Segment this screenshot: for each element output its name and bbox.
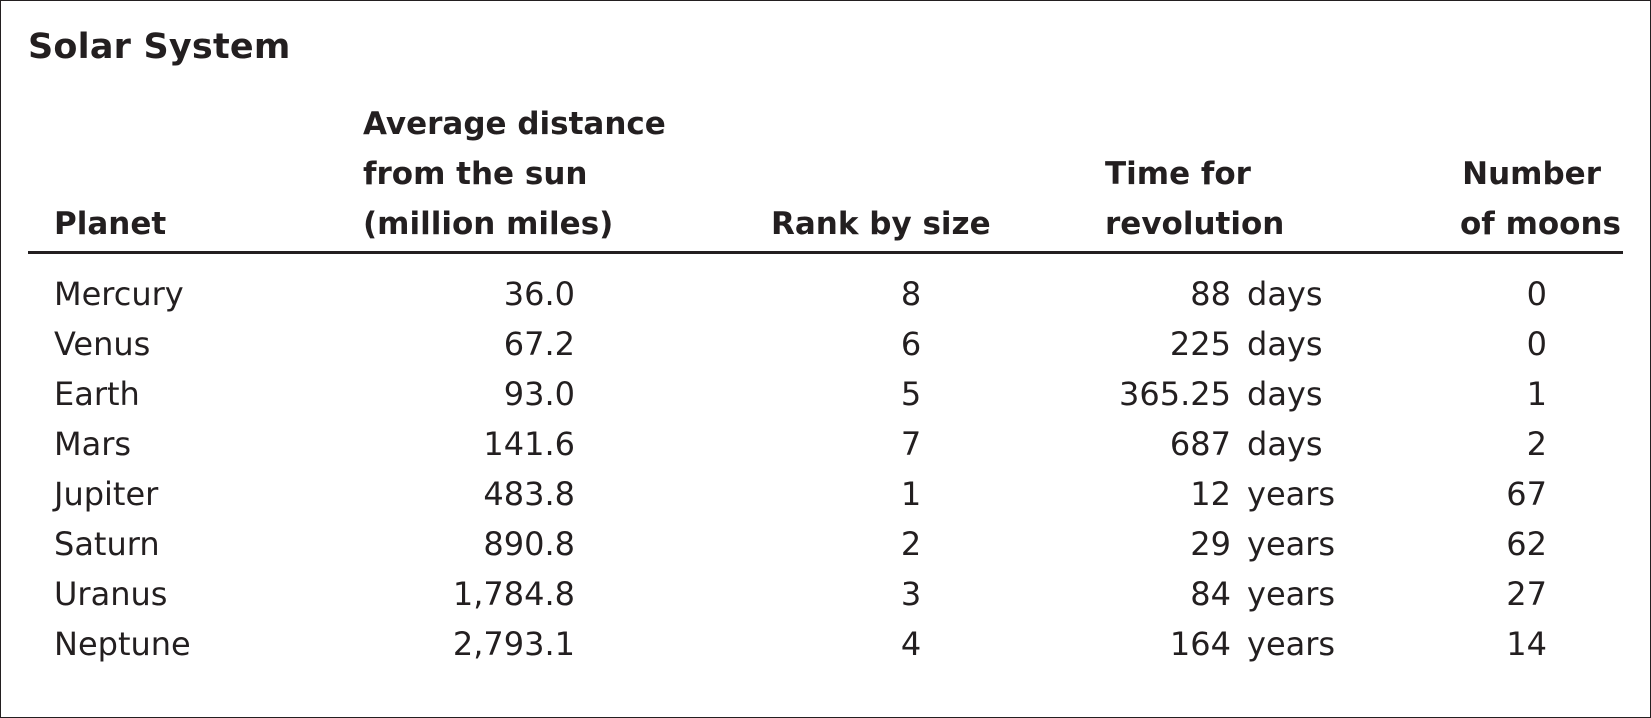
revolution-value: 88 — [1190, 275, 1231, 313]
table-row: Mercury 36.0 8 88 days 0 — [1, 269, 1651, 319]
revolution-unit: years — [1247, 625, 1336, 663]
revolution-value: 687 — [1169, 425, 1231, 463]
revolution-value: 365.25 — [1119, 375, 1231, 413]
planet-name: Venus — [54, 325, 151, 363]
header-revolution-line-1: Time for — [1105, 156, 1251, 192]
distance-value: 36.0 — [503, 275, 575, 313]
header-distance-line-3: (million miles) — [363, 206, 614, 242]
distance-value: 93.0 — [503, 375, 575, 413]
rank-value: 8 — [900, 275, 922, 313]
revolution-unit: years — [1247, 525, 1336, 563]
header-moons-line-2: of moons — [1460, 206, 1621, 242]
planet-name: Uranus — [54, 575, 168, 613]
revolution-unit: days — [1247, 425, 1323, 463]
table-row: Venus 67.2 6 225 days 0 — [1, 319, 1651, 369]
moons-value: 0 — [1526, 275, 1547, 313]
distance-value: 1,784.8 — [452, 575, 575, 613]
rank-value: 7 — [900, 425, 922, 463]
revolution-value: 84 — [1190, 575, 1231, 613]
header-rule — [28, 251, 1623, 254]
distance-value: 483.8 — [483, 475, 575, 513]
revolution-value: 225 — [1169, 325, 1231, 363]
rank-value: 5 — [900, 375, 922, 413]
header-distance-line-1: Average distance — [363, 106, 666, 142]
rank-value: 3 — [900, 575, 922, 613]
rank-value: 2 — [900, 525, 922, 563]
revolution-value: 29 — [1190, 525, 1231, 563]
moons-value: 0 — [1526, 325, 1547, 363]
header-revolution-line-2: revolution — [1105, 206, 1285, 242]
planet-name: Neptune — [54, 625, 191, 663]
moons-value: 2 — [1526, 425, 1547, 463]
rank-value: 1 — [900, 475, 922, 513]
planet-name: Jupiter — [54, 475, 159, 513]
table-row: Jupiter 483.8 1 12 years 67 — [1, 469, 1651, 519]
moons-value: 67 — [1506, 475, 1547, 513]
distance-value: 2,793.1 — [452, 625, 575, 663]
table-row: Neptune 2,793.1 4 164 years 14 — [1, 619, 1651, 669]
header-moons: Number of moons — [1381, 149, 1621, 249]
header-planet: Planet — [54, 199, 166, 249]
header-rank: Rank by size — [771, 199, 991, 249]
revolution-value: 164 — [1169, 625, 1231, 663]
revolution-unit: days — [1247, 325, 1323, 363]
header-planet-label: Planet — [54, 206, 167, 242]
header-distance-line-2: from the sun — [363, 156, 588, 192]
distance-value: 890.8 — [483, 525, 575, 563]
header-revolution: Time for revolution — [1105, 149, 1284, 249]
table-title: Solar System — [28, 27, 291, 67]
moons-value: 14 — [1506, 625, 1547, 663]
revolution-unit: years — [1247, 575, 1336, 613]
revolution-unit: years — [1247, 475, 1336, 513]
revolution-value: 12 — [1190, 475, 1231, 513]
distance-value: 67.2 — [503, 325, 575, 363]
planet-name: Earth — [54, 375, 140, 413]
header-moons-line-1: Number — [1462, 156, 1601, 192]
rank-value: 6 — [900, 325, 922, 363]
rank-value: 4 — [900, 625, 922, 663]
table-row: Earth 93.0 5 365.25 days 1 — [1, 369, 1651, 419]
table-row: Uranus 1,784.8 3 84 years 27 — [1, 569, 1651, 619]
header-rank-label: Rank by size — [771, 206, 991, 242]
header-distance: Average distance from the sun (million m… — [363, 99, 666, 249]
moons-value: 1 — [1526, 375, 1547, 413]
planet-name: Mercury — [54, 275, 184, 313]
moons-value: 27 — [1506, 575, 1547, 613]
table-row: Mars 141.6 7 687 days 2 — [1, 419, 1651, 469]
revolution-unit: days — [1247, 375, 1323, 413]
planet-name: Saturn — [54, 525, 160, 563]
revolution-unit: days — [1247, 275, 1323, 313]
distance-value: 141.6 — [483, 425, 575, 463]
table-row: Saturn 890.8 2 29 years 62 — [1, 519, 1651, 569]
planet-name: Mars — [54, 425, 132, 463]
moons-value: 62 — [1506, 525, 1547, 563]
